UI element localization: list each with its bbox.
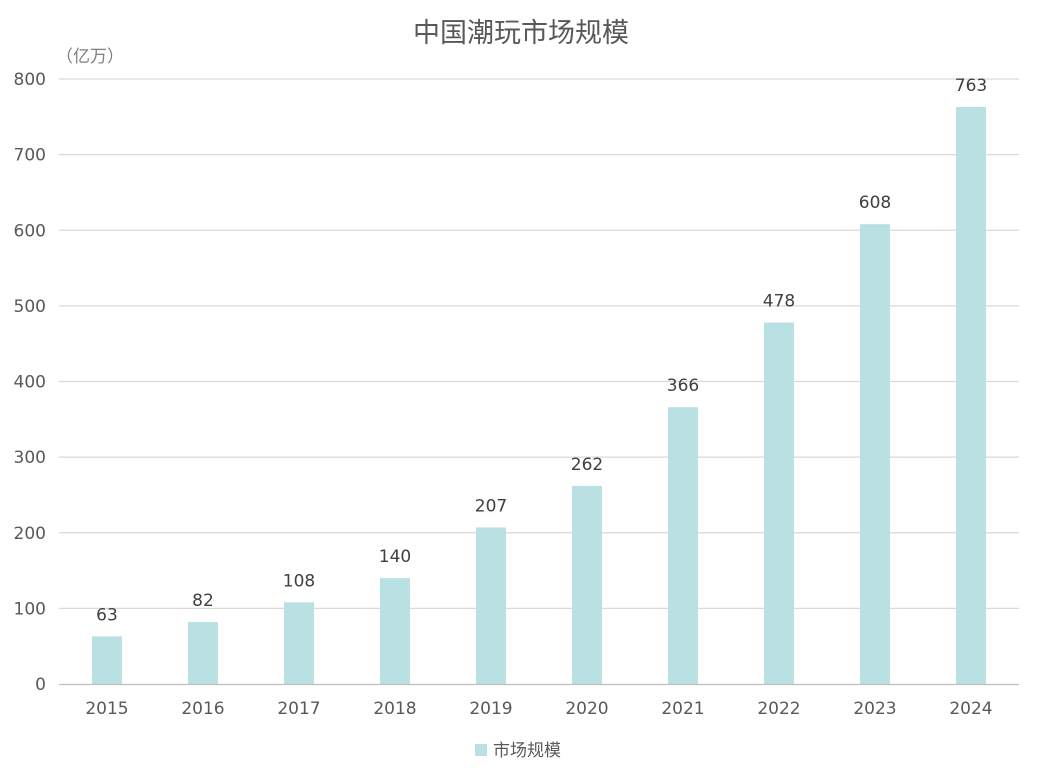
y-tick-label: 600 [14, 221, 46, 241]
x-tick-label-2022: 2022 [757, 699, 800, 719]
bar-2024 [956, 106, 986, 684]
x-tick-label-2020: 2020 [565, 699, 608, 719]
data-label-2019: 207 [475, 496, 507, 516]
bar-2022 [764, 322, 794, 684]
y-axis-tick-labels: 0 100 200 300 400 500 600 700 800 [14, 70, 46, 695]
bar-2021 [668, 407, 698, 684]
y-tick-label: 300 [14, 448, 46, 468]
y-tick-label: 800 [14, 70, 46, 90]
data-label-2024: 763 [955, 76, 987, 96]
x-tick-label-2015: 2015 [85, 699, 128, 719]
y-tick-label: 200 [14, 524, 46, 544]
x-tick-label-2023: 2023 [853, 699, 896, 719]
x-tick-label-2017: 2017 [277, 699, 320, 719]
legend-label: 市场规模 [493, 741, 561, 761]
data-label-2016: 82 [192, 591, 214, 611]
data-label-2017: 108 [283, 571, 315, 591]
data-label-2018: 140 [379, 547, 411, 567]
legend: 市场规模 [475, 741, 561, 761]
chart-title: 中国潮玩市场规模 [413, 18, 629, 49]
data-label-2020: 262 [571, 455, 603, 475]
bar-series [92, 106, 986, 684]
data-labels: 63 82 108 140 207 262 366 478 608 763 [96, 76, 987, 625]
y-tick-label: 500 [14, 297, 46, 317]
x-tick-label-2016: 2016 [181, 699, 224, 719]
x-tick-label-2021: 2021 [661, 699, 704, 719]
data-label-2015: 63 [96, 605, 118, 625]
bar-2020 [572, 485, 602, 684]
bar-2019 [476, 527, 506, 684]
y-tick-label: 0 [35, 675, 46, 695]
data-label-2022: 478 [763, 292, 795, 312]
x-tick-label-2024: 2024 [949, 699, 992, 719]
bar-2023 [860, 224, 890, 684]
y-axis-unit-label: （亿万） [56, 47, 124, 67]
bar-2018 [380, 578, 410, 684]
bar-2015 [92, 636, 122, 684]
y-tick-label: 100 [14, 599, 46, 619]
x-axis-tick-labels: 2015 2016 2017 2018 2019 2020 2021 2022 2023 2024 [85, 699, 992, 719]
y-tick-label: 700 [14, 146, 46, 166]
legend-swatch [475, 744, 487, 756]
data-label-2021: 366 [667, 376, 699, 396]
data-label-2023: 608 [859, 193, 891, 213]
gridlines [59, 78, 1019, 610]
bar-2017 [284, 602, 314, 684]
x-tick-label-2018: 2018 [373, 699, 416, 719]
bar-2016 [188, 621, 218, 684]
y-tick-label: 400 [14, 373, 46, 393]
x-tick-label-2019: 2019 [469, 699, 512, 719]
